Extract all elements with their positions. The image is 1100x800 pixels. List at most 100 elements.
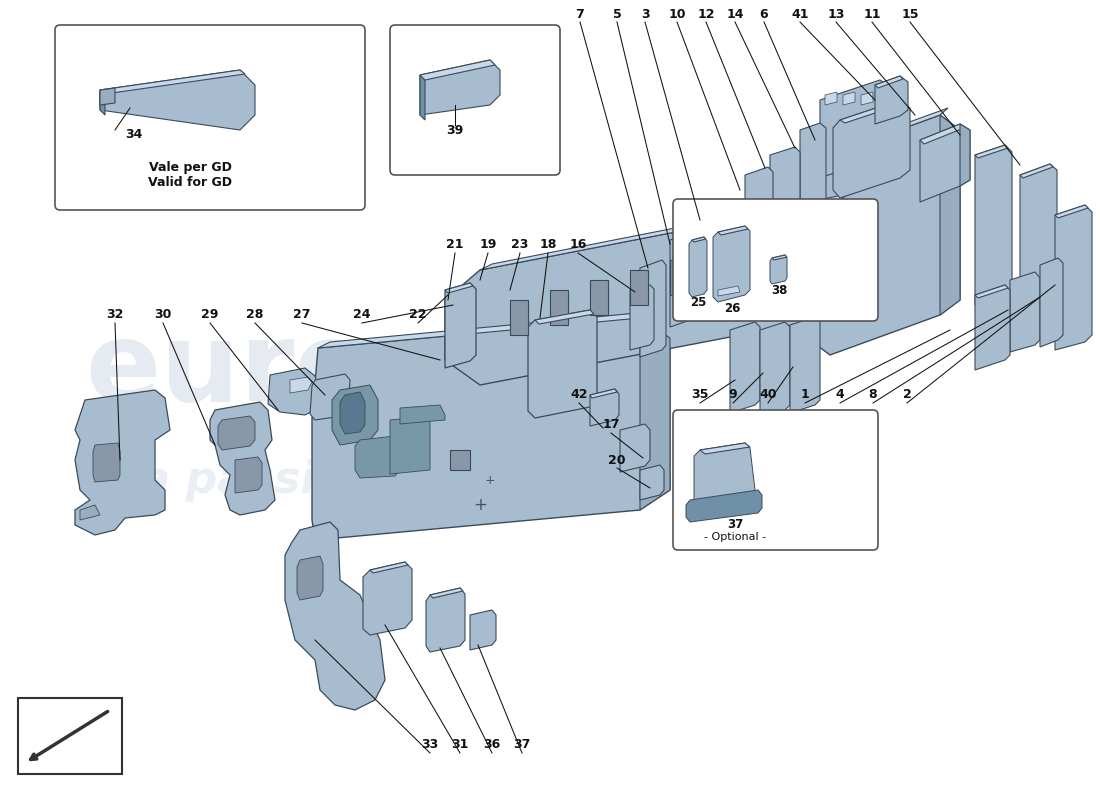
Polygon shape <box>94 443 120 482</box>
Polygon shape <box>975 285 1008 298</box>
Polygon shape <box>840 100 905 123</box>
Polygon shape <box>100 70 255 130</box>
Polygon shape <box>689 237 707 297</box>
Polygon shape <box>640 260 666 357</box>
Text: 16: 16 <box>570 238 586 251</box>
Text: 41: 41 <box>791 7 808 21</box>
Polygon shape <box>833 100 910 198</box>
Polygon shape <box>297 556 323 600</box>
Polygon shape <box>1010 272 1040 352</box>
Text: 37: 37 <box>727 518 744 531</box>
Text: 13: 13 <box>827 7 845 21</box>
Polygon shape <box>700 443 750 454</box>
Polygon shape <box>420 60 500 115</box>
Text: 21: 21 <box>447 238 464 251</box>
Text: 19: 19 <box>480 238 497 251</box>
Text: 18: 18 <box>539 238 557 251</box>
Polygon shape <box>100 88 116 105</box>
Polygon shape <box>825 92 837 105</box>
Polygon shape <box>426 588 465 652</box>
Text: 27: 27 <box>294 309 310 322</box>
Text: +: + <box>485 474 495 486</box>
Polygon shape <box>332 385 378 445</box>
Polygon shape <box>713 226 750 302</box>
Text: 8: 8 <box>869 389 878 402</box>
Polygon shape <box>290 377 312 393</box>
Polygon shape <box>975 285 1010 370</box>
Polygon shape <box>210 402 275 515</box>
Polygon shape <box>310 374 350 420</box>
Polygon shape <box>730 322 760 413</box>
Text: 34: 34 <box>125 129 142 142</box>
Text: Valid for GD: Valid for GD <box>148 175 232 189</box>
Text: 11: 11 <box>864 7 881 21</box>
Text: 39: 39 <box>447 123 463 137</box>
Polygon shape <box>535 310 594 324</box>
FancyBboxPatch shape <box>18 698 122 774</box>
Text: 40: 40 <box>759 389 777 402</box>
Polygon shape <box>861 92 873 105</box>
Polygon shape <box>268 368 322 415</box>
Text: 7: 7 <box>575 7 584 21</box>
Polygon shape <box>920 124 970 202</box>
FancyBboxPatch shape <box>673 199 878 321</box>
Text: 15: 15 <box>901 7 918 21</box>
Polygon shape <box>790 317 820 413</box>
Polygon shape <box>370 562 408 573</box>
Polygon shape <box>510 300 528 335</box>
Polygon shape <box>640 465 664 500</box>
Polygon shape <box>670 233 695 327</box>
Polygon shape <box>363 562 412 635</box>
Polygon shape <box>390 416 430 474</box>
Text: a passion for: a passion for <box>140 458 465 502</box>
Text: 30: 30 <box>154 309 172 322</box>
Polygon shape <box>446 283 473 293</box>
Polygon shape <box>590 389 617 398</box>
Text: 35: 35 <box>691 389 708 402</box>
Text: 33: 33 <box>421 738 439 751</box>
Polygon shape <box>630 270 648 305</box>
Polygon shape <box>420 60 495 80</box>
Text: 3: 3 <box>640 7 649 21</box>
Text: 28: 28 <box>246 309 264 322</box>
Polygon shape <box>100 90 104 115</box>
Polygon shape <box>1020 164 1053 178</box>
Polygon shape <box>446 200 886 385</box>
Polygon shape <box>470 610 496 650</box>
Text: - Optional -: - Optional - <box>704 532 766 542</box>
Polygon shape <box>640 318 670 510</box>
Text: 23: 23 <box>512 238 529 251</box>
Polygon shape <box>75 390 170 535</box>
Polygon shape <box>810 115 960 355</box>
Text: 25: 25 <box>690 297 706 310</box>
Polygon shape <box>420 75 425 120</box>
FancyBboxPatch shape <box>673 410 878 550</box>
Text: 20: 20 <box>608 454 626 466</box>
Polygon shape <box>686 490 762 522</box>
Text: 38: 38 <box>771 283 788 297</box>
Polygon shape <box>920 124 964 144</box>
Polygon shape <box>235 457 262 493</box>
Polygon shape <box>318 312 648 348</box>
Text: 6: 6 <box>760 7 768 21</box>
Polygon shape <box>312 318 670 540</box>
Polygon shape <box>975 145 1012 305</box>
Text: 10: 10 <box>669 7 685 21</box>
Polygon shape <box>800 123 826 212</box>
Text: +: + <box>473 496 487 514</box>
Polygon shape <box>718 226 748 235</box>
Polygon shape <box>446 283 476 368</box>
Text: 29: 29 <box>201 309 219 322</box>
Polygon shape <box>218 416 255 450</box>
FancyBboxPatch shape <box>390 25 560 175</box>
Polygon shape <box>400 405 446 424</box>
Polygon shape <box>670 260 688 295</box>
Text: 24: 24 <box>353 309 371 322</box>
Polygon shape <box>700 207 730 307</box>
Polygon shape <box>80 505 100 520</box>
Text: 36: 36 <box>483 738 500 751</box>
Polygon shape <box>1055 205 1092 350</box>
Text: Vale per GD: Vale per GD <box>148 162 231 174</box>
Polygon shape <box>830 108 948 155</box>
Polygon shape <box>480 194 848 270</box>
